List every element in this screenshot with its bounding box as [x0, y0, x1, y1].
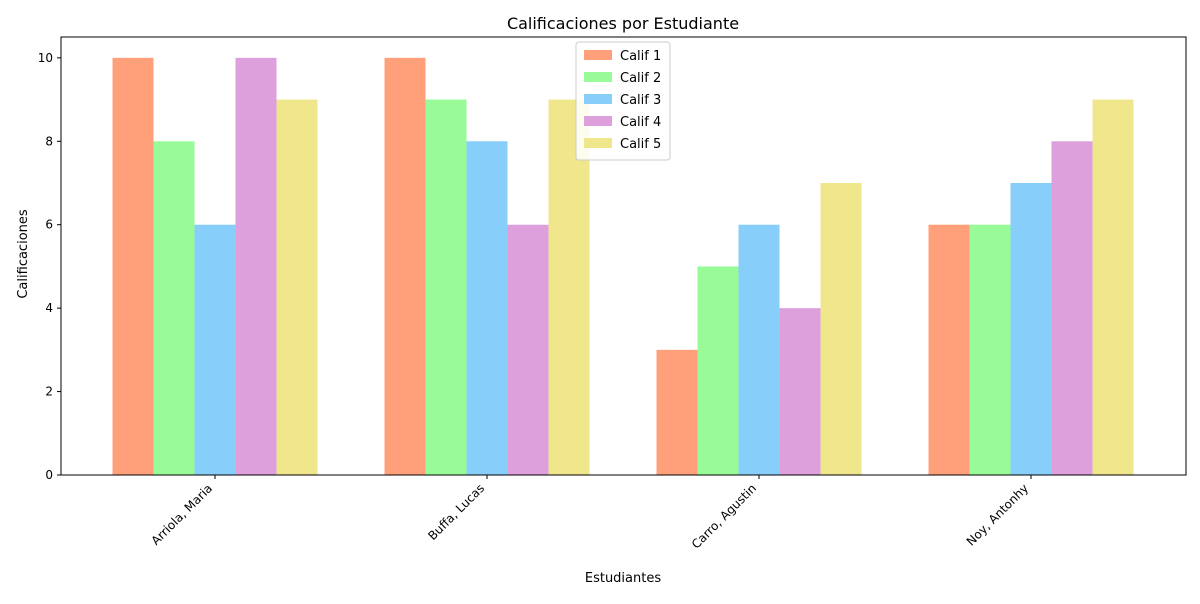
- bar-calif-4-1: [235, 57, 277, 475]
- legend-label: Calif 3: [620, 93, 661, 108]
- bar-calif-5-4: [1092, 99, 1134, 476]
- x-tick-label: Arriola, Maria: [149, 481, 216, 548]
- legend-swatch: [584, 50, 612, 60]
- legend-label: Calif 2: [620, 71, 661, 86]
- x-axis-label: Estudiantes: [585, 571, 661, 586]
- bar-calif-1-4: [928, 224, 970, 475]
- chart-title: Calificaciones por Estudiante: [507, 14, 739, 33]
- y-axis-label: Calificaciones: [16, 209, 31, 299]
- y-tick-label: 2: [45, 385, 53, 399]
- bar-calif-2-1: [153, 141, 195, 476]
- bar-calif-5-3: [820, 183, 862, 475]
- x-tick-label: Carro, Agustin: [689, 481, 759, 551]
- legend-label: Calif 1: [620, 49, 661, 64]
- y-tick-label: 4: [45, 301, 53, 315]
- bar-calif-5-1: [276, 99, 318, 476]
- bar-calif-4-2: [507, 224, 549, 475]
- legend-swatch: [584, 72, 612, 82]
- bar-calif-1-3: [656, 349, 698, 475]
- bars-layer: [112, 57, 1134, 476]
- bar-calif-5-2: [548, 99, 590, 476]
- x-tick-label: Buffa, Lucas: [425, 481, 487, 543]
- x-tick-label: Noy, Antonhy: [964, 481, 1031, 548]
- bar-calif-2-3: [697, 266, 739, 475]
- legend-swatch: [584, 94, 612, 104]
- bar-calif-4-4: [1051, 141, 1093, 476]
- y-tick-label: 0: [45, 468, 53, 482]
- bar-calif-1-2: [384, 57, 426, 475]
- y-tick-label: 10: [38, 51, 53, 65]
- legend-label: Calif 5: [620, 137, 661, 152]
- plot-frame: [60, 36, 1187, 476]
- legend-label: Calif 4: [620, 115, 661, 130]
- legend-box: [575, 41, 671, 161]
- y-tick-label: 6: [45, 218, 53, 232]
- legend: Calif 1 Calif 2 Calif 3 Calif 4 Calif 5: [575, 41, 671, 161]
- y-tick-label: 8: [45, 134, 53, 148]
- bar-calif-2-2: [425, 99, 467, 476]
- bar-calif-3-4: [1010, 183, 1052, 475]
- legend-swatch: [584, 116, 612, 126]
- bar-calif-2-4: [969, 224, 1011, 475]
- bar-calif-3-1: [194, 224, 236, 475]
- bar-calif-1-1: [112, 57, 154, 475]
- bar-calif-3-2: [466, 141, 508, 476]
- bar-calif-3-3: [738, 224, 780, 475]
- bar-calif-4-3: [779, 308, 821, 475]
- legend-swatch: [584, 138, 612, 148]
